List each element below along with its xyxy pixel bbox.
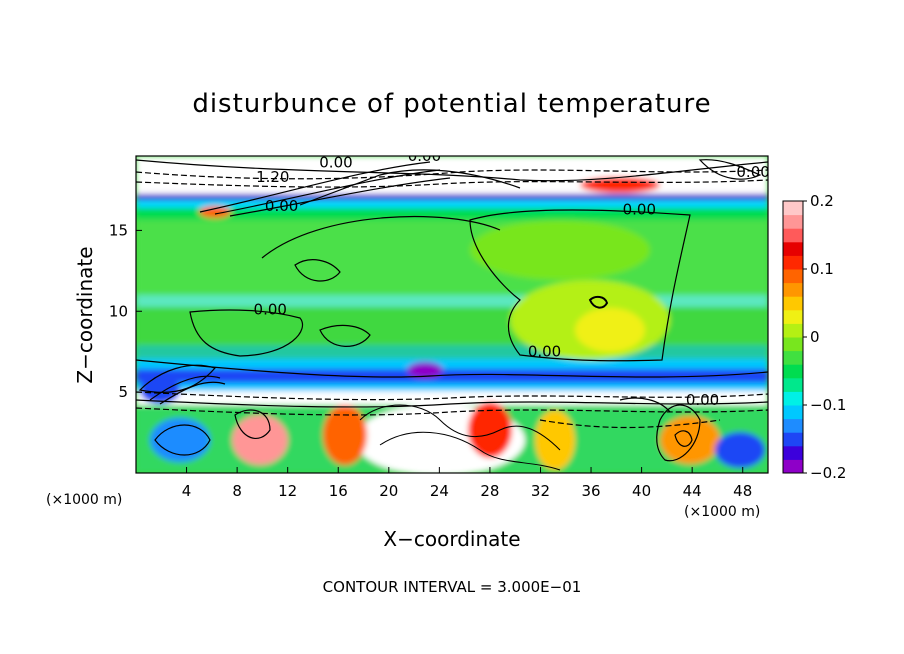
colorbar-step-7 [783, 364, 803, 379]
colorbar-step-3 [783, 418, 803, 433]
colorbar-tick-label-3: −0.1 [810, 396, 846, 414]
colorbar-step-1 [783, 445, 803, 460]
colorbar-step-10 [783, 323, 803, 338]
colorbar-step-5 [783, 391, 803, 406]
contour-label-6: 0.00 [254, 301, 287, 319]
colorbar [783, 201, 803, 474]
contour-interval-note: CONTOUR INTERVAL = 3.000E−01 [323, 578, 582, 596]
colorbar-tick-label-2: 0 [810, 328, 820, 346]
x-tick-label-3: 16 [329, 482, 348, 500]
x-unit-left: (×1000 m) [46, 492, 122, 508]
y-tick-label-1: 10 [109, 302, 128, 320]
contour-label-4: 0.00 [623, 200, 656, 218]
x-tick-label-5: 24 [430, 482, 449, 500]
colorbar-tick-label-1: 0.1 [810, 260, 834, 278]
colorbar-step-6 [783, 377, 803, 392]
colorbar-step-14 [783, 269, 803, 284]
colorbar-step-11 [783, 309, 803, 324]
x-tick-label-9: 40 [632, 482, 651, 500]
y-axis-label: Z−coordinate [73, 246, 97, 383]
x-tick-label-1: 8 [232, 482, 242, 500]
colorbar-step-17 [783, 228, 803, 243]
colorbar-step-9 [783, 337, 803, 352]
contour-label-0: 0.00 [319, 153, 352, 171]
colorbar-ticks: 0.2 0.1 0 −0.1 −0.2 [803, 192, 846, 482]
y-tick-label-0: 5 [118, 383, 128, 401]
colorbar-step-0 [783, 459, 803, 474]
colorbar-tick-label-0: 0.2 [810, 192, 834, 210]
contour-label-2: 1.20 [256, 168, 289, 186]
x-tick-label-7: 32 [531, 482, 550, 500]
x-ticks: 4 8 12 16 20 24 28 32 36 40 44 48 [182, 467, 752, 500]
x-tick-label-6: 28 [480, 482, 499, 500]
colorbar-step-13 [783, 282, 803, 297]
plot-area: 0.00 0.00 1.20 0.00 0.00 0.00 0.00 0.00 0.00 [136, 147, 769, 473]
colorbar-step-16 [783, 241, 803, 256]
x-tick-label-10: 44 [683, 482, 702, 500]
colorbar-step-2 [783, 432, 803, 447]
colorbar-step-12 [783, 296, 803, 311]
colorbar-step-4 [783, 405, 803, 420]
contour-label-7: 0.00 [528, 343, 561, 361]
x-tick-label-2: 12 [278, 482, 297, 500]
contour-lines [136, 159, 768, 471]
contour-labels: 0.00 0.00 1.20 0.00 0.00 0.00 0.00 0.00 0.00 [254, 147, 769, 409]
x-tick-label-8: 36 [581, 482, 600, 500]
colorbar-step-18 [783, 214, 803, 229]
contour-label-8: 0.00 [686, 391, 719, 409]
heatmap-field [136, 156, 768, 473]
colorbar-tick-label-4: −0.2 [810, 464, 846, 482]
y-tick-label-2: 15 [109, 221, 128, 239]
colorbar-step-8 [783, 350, 803, 365]
colorbar-step-19 [783, 201, 803, 216]
x-tick-label-0: 4 [182, 482, 192, 500]
chart-title: disturbunce of potential temperature [192, 89, 711, 119]
contour-label-1: 0.00 [408, 147, 441, 165]
x-tick-label-11: 48 [733, 482, 752, 500]
x-unit-right: (×1000 m) [684, 504, 760, 520]
contour-label-3: 0.00 [265, 197, 298, 215]
plot-frame [135, 155, 769, 474]
contour-label-5: 0.00 [736, 163, 769, 181]
y-ticks: 5 10 15 [109, 221, 142, 401]
x-axis-label: X−coordinate [383, 527, 520, 551]
colorbar-step-15 [783, 255, 803, 270]
x-tick-label-4: 20 [379, 482, 398, 500]
